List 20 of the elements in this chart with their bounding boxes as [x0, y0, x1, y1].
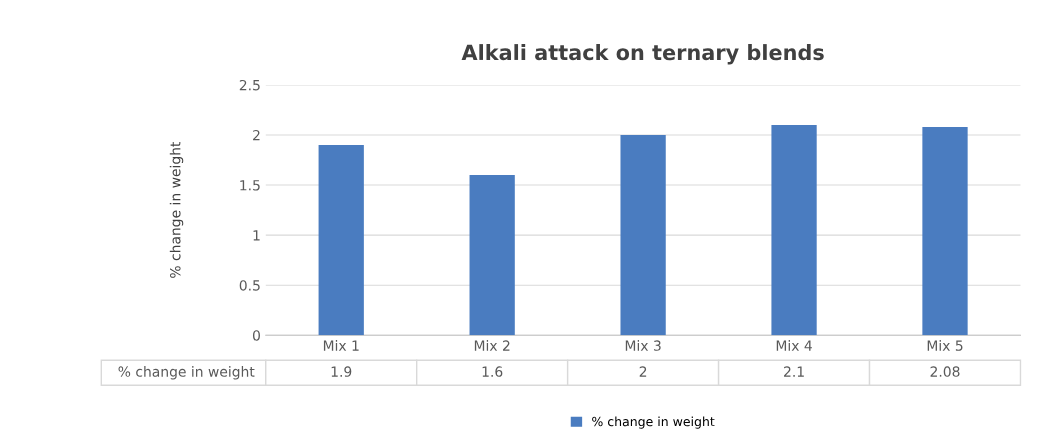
y-tick-label: 2.5 — [239, 79, 260, 91]
x-tick-label: Mix 4 — [776, 340, 812, 351]
chart-title: Alkali attack on ternary blends — [461, 44, 824, 65]
y-axis-title: % change in weight — [169, 141, 184, 278]
x-tick-label: Mix 5 — [927, 340, 963, 351]
data-label: 2.08 — [930, 366, 960, 377]
data-label: 1.9 — [331, 366, 352, 377]
x-tick-label: Mix 3 — [625, 340, 661, 351]
y-tick-label: 1 — [253, 230, 260, 241]
y-tick-label: 1.5 — [240, 180, 260, 191]
legend-label: % change in weight — [592, 416, 715, 429]
x-tick-label: Mix 2 — [474, 340, 510, 351]
data-label: 2 — [639, 366, 647, 377]
y-tick-label: 0.5 — [239, 280, 260, 291]
text: % change in weight — [118, 366, 255, 380]
y-tick-label: 2 — [253, 129, 260, 141]
x-tick-label: Mix 1 — [323, 340, 359, 351]
data-label: 2.1 — [784, 366, 804, 377]
data-label: 1.6 — [482, 366, 503, 377]
y-tick-label: 0 — [252, 330, 260, 341]
